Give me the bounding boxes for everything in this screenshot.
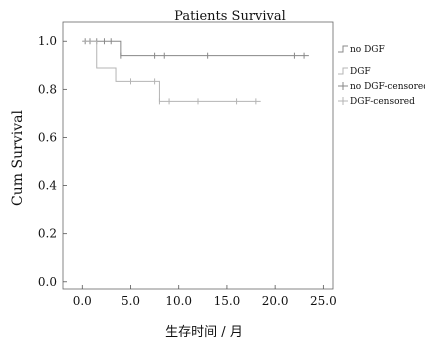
plot-frame bbox=[62, 21, 334, 290]
x-tick-label: 10.0 bbox=[165, 294, 192, 308]
y-tick-label: 0.0 bbox=[38, 275, 57, 289]
y-tick-label: 0.8 bbox=[38, 82, 57, 96]
series-line-0 bbox=[82, 40, 309, 57]
legend-label-3: DGF-censored bbox=[350, 97, 415, 107]
x-tick-label: 15.0 bbox=[214, 294, 241, 308]
x-tick-label: 20.0 bbox=[262, 294, 289, 308]
y-axis-title: Cum Survival bbox=[10, 110, 26, 206]
chart-title: Patients Survival bbox=[174, 9, 286, 24]
y-tick-label: 0.2 bbox=[38, 227, 57, 241]
plot-area: 0.0 0.2 0.4 0.6 0.8 1.0 0.0 5.0 10.0 15.0 20.0 25.0 bbox=[38, 21, 337, 308]
x-tick-label: 25.0 bbox=[310, 294, 337, 308]
y-tick-label: 0.6 bbox=[38, 130, 57, 144]
legend-swatch-1 bbox=[338, 67, 348, 75]
legend-label-2: no DGF-censored bbox=[350, 82, 425, 92]
legend-label-1: DGF bbox=[350, 67, 371, 77]
legend: no DGF DGF no DGF-censored DGF-censored bbox=[338, 45, 425, 107]
x-tick-label: 5.0 bbox=[121, 294, 140, 308]
y-tick-label: 1.0 bbox=[38, 34, 57, 48]
x-axis-title: 生存时间 / 月 bbox=[165, 325, 243, 340]
legend-swatch-0 bbox=[338, 45, 348, 53]
y-tick-label: 0.4 bbox=[38, 179, 57, 193]
legend-label-0: no DGF bbox=[350, 45, 385, 55]
series-line-1 bbox=[82, 40, 261, 102]
x-tick-label: 0.0 bbox=[73, 294, 92, 308]
